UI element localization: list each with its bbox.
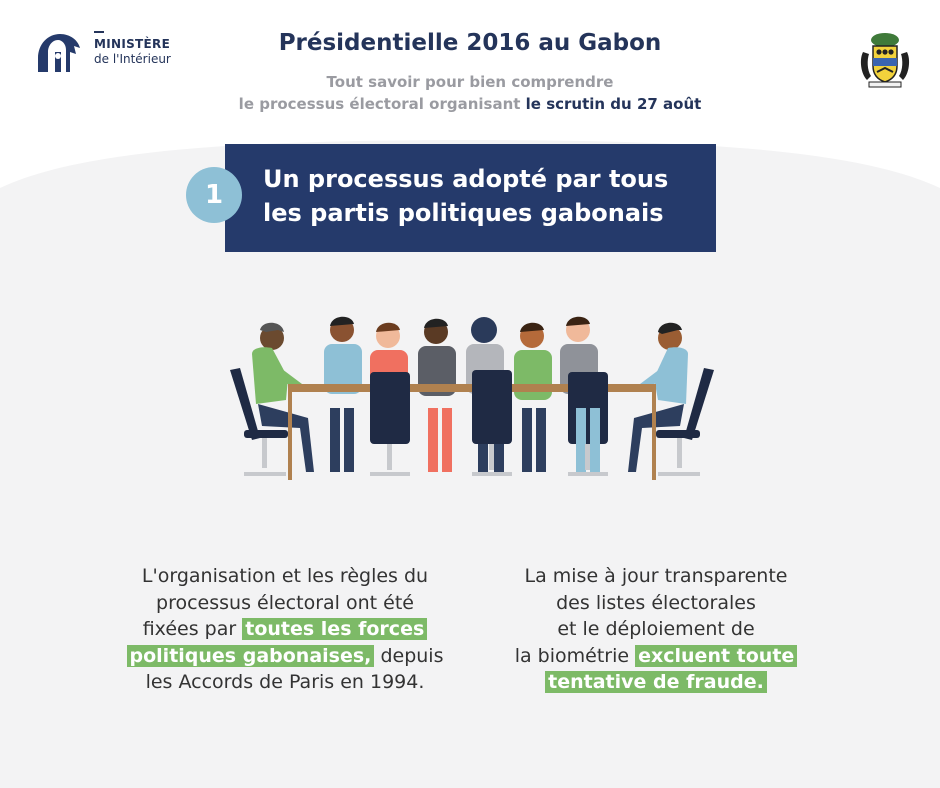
coat-of-arms-icon: [860, 33, 910, 88]
ministry-name: MINISTÈRE de l'Intérieur: [94, 31, 171, 67]
ministry-line1: MINISTÈRE: [94, 37, 171, 51]
para-right-highlight-1: excluent toute: [635, 644, 798, 667]
subtitle-line1: Tout savoir pour bien comprendre: [326, 73, 614, 91]
para-left-line3: fixées par: [142, 618, 237, 640]
ministry-logo-icon: [38, 34, 80, 72]
person-left-side: [252, 322, 314, 472]
para-left-line5: les Accords de Paris en 1994.: [145, 671, 425, 693]
para-right-line3: et le déploiement de: [557, 618, 755, 640]
people-legs: [330, 408, 600, 472]
paragraph-left: L'organisation et les règles du processu…: [100, 563, 470, 696]
para-right-highlight-2: tentative de fraude.: [545, 671, 767, 693]
left-chair: [230, 368, 288, 476]
para-left-line2: processus électoral ont été: [156, 591, 414, 614]
para-left-line4-rest: depuis: [380, 644, 444, 667]
subtitle-line2: le processus électoral organisant: [238, 95, 521, 113]
paragraph-right: La mise à jour transparente des listes é…: [476, 563, 836, 696]
header-background: [0, 0, 940, 188]
para-right-line2: des listes électorales: [556, 591, 756, 614]
para-right-line4: la biométrie: [514, 644, 630, 667]
section-title-line1: Un processus adopté par tous: [263, 165, 669, 193]
ministry-line2: de l'Intérieur: [94, 52, 171, 66]
front-chairs: [370, 370, 608, 444]
page-title: Présidentielle 2016 au Gabon: [278, 30, 662, 56]
para-left-highlight-1: toutes les forces: [242, 618, 428, 640]
para-left-line1: L'organisation et les règles du: [141, 565, 429, 587]
section-number-badge: 1: [186, 167, 242, 223]
page-subtitle: Tout savoir pour bien comprendre le proc…: [0, 71, 940, 115]
meeting-table-illustration: [230, 316, 714, 480]
ministry-dash: [94, 31, 104, 33]
para-left-highlight-2: politiques gabonaises,: [126, 644, 375, 667]
section-title-box: Un processus adopté par tous les partis …: [225, 144, 716, 252]
people-behind-table: [324, 316, 598, 400]
person-right-side: [628, 322, 688, 472]
header: MINISTÈRE de l'Intérieur Présidentielle …: [0, 0, 940, 140]
right-chair: [656, 368, 714, 476]
subtitle-date-highlight: le scrutin du 27 août: [525, 95, 702, 113]
chair-bases: [370, 444, 608, 476]
section-title: Un processus adopté par tous les partis …: [263, 162, 703, 230]
section-title-line2: les partis politiques gabonais: [263, 199, 664, 227]
para-right-line1: La mise à jour transparente: [524, 565, 788, 587]
